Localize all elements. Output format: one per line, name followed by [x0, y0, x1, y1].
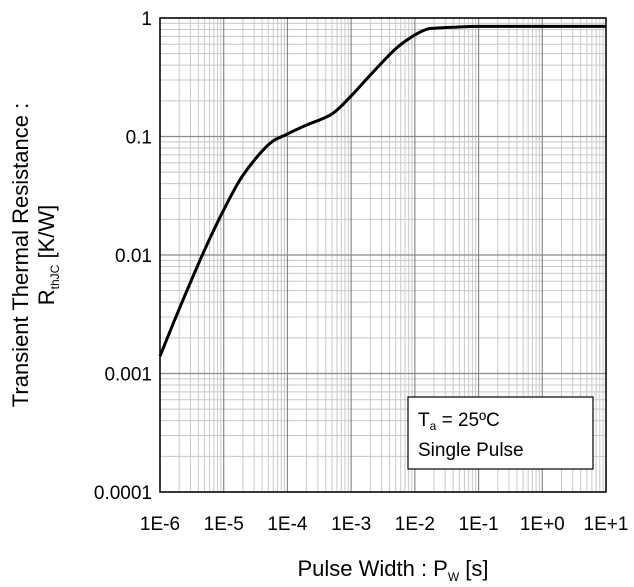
x-axis-title-sub: W — [448, 570, 460, 584]
annotation-condition: Ta = 25ºC — [418, 410, 500, 433]
y-axis-title-main: R — [34, 289, 59, 305]
y-tick-label: 0.01 — [115, 246, 152, 267]
annotation-temp: = 25ºC — [436, 410, 499, 431]
annotation-box: Ta = 25ºC Single Pulse — [407, 396, 594, 470]
y-axis-title-line1: Transient Thermal Resistance : — [8, 103, 33, 407]
y-tick-label: 1 — [141, 9, 152, 30]
x-axis-title-main: Pulse Width : P — [297, 556, 447, 581]
x-axis-title-unit: [s] — [459, 556, 488, 581]
y-tick-label: 0.0001 — [94, 483, 152, 504]
y-axis-title-unit: [K/W] — [34, 205, 59, 265]
x-axis-title: Pulse Width : PW [s] — [297, 556, 488, 584]
x-tick-label: 1E-1 — [459, 514, 499, 535]
x-tick-label: 1E-2 — [395, 514, 435, 535]
annotation-frame — [407, 396, 594, 470]
tick-labels: 1E-6 1E-5 1E-4 1E-3 1E-2 1E-1 1E+0 1E+1 0.0001 0.… — [94, 9, 629, 535]
y-tick-label: 0.001 — [104, 365, 152, 386]
x-tick-label: 1E-3 — [331, 514, 371, 535]
annotation-pulse: Single Pulse — [418, 440, 524, 461]
series-line — [158, 24, 606, 357]
x-tick-label: 1E+0 — [520, 514, 565, 535]
plot-frame — [159, 17, 607, 493]
y-tick-label: 0.1 — [126, 128, 152, 149]
annotation-t-sub: a — [430, 419, 437, 433]
annotation-t: T — [418, 410, 430, 431]
x-tick-label: 1E-4 — [267, 514, 308, 535]
y-axis-title: Transient Thermal Resistance : RthJC [K/… — [8, 103, 62, 407]
x-tick-label: 1E+1 — [584, 514, 629, 535]
x-tick-label: 1E-6 — [140, 514, 180, 535]
y-axis-title-line2: RthJC [K/W] — [34, 205, 62, 305]
y-axis-title-sub: thJC — [48, 264, 62, 289]
x-tick-label: 1E-5 — [204, 514, 244, 535]
